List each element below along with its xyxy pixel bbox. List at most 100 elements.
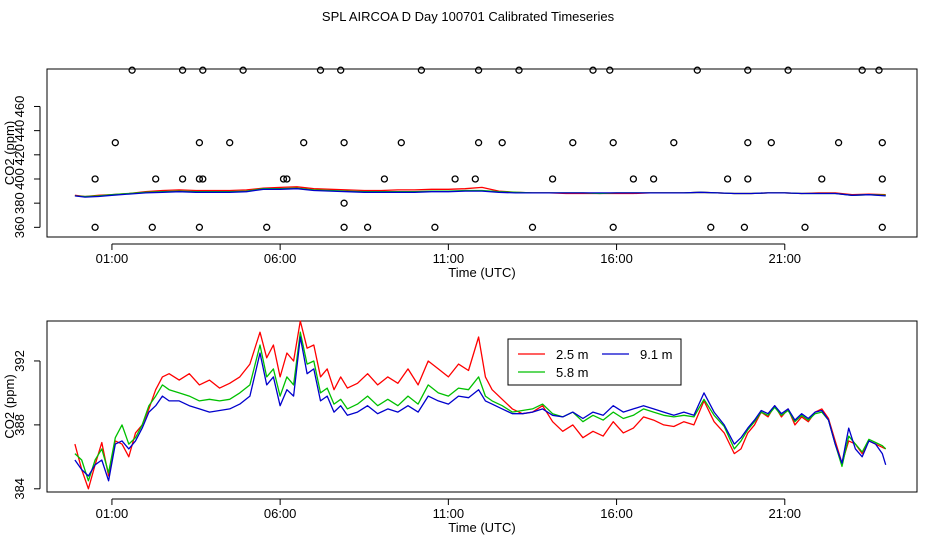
data-point [178, 175, 187, 183]
data-point [878, 175, 886, 183]
series-line-9.1m [74, 336, 887, 482]
y-tick-label: 392 [12, 350, 27, 372]
y-axis-label: CO2 (ppm) [2, 121, 17, 185]
data-point [858, 66, 866, 74]
y-tick-label: 384 [12, 478, 27, 500]
data-point [239, 66, 247, 74]
data-point [548, 175, 557, 183]
x-axis-label: Time (UTC) [448, 520, 515, 535]
y-tick-label: 440 [12, 120, 27, 142]
data-point [875, 66, 883, 74]
top-panel: 01:00 06:00 11:00 16:00 21:00 Time (UTC) 360 38… [2, 66, 918, 280]
data-point [279, 175, 288, 183]
data-point [195, 175, 204, 183]
y-axis-label: CO2 (ppm) [2, 374, 17, 438]
y-tick-label: 388 [12, 414, 27, 436]
x-tick-label: 21:00 [769, 506, 802, 521]
data-point [744, 66, 752, 74]
data-point [767, 139, 775, 147]
data-point [784, 66, 792, 74]
x-tick-label: 16:00 [600, 506, 633, 521]
y-tick-label: 420 [12, 144, 27, 166]
data-point [693, 66, 701, 74]
data-point [878, 139, 886, 147]
data-point [195, 139, 204, 147]
data-point [128, 66, 136, 74]
data-point [606, 66, 614, 74]
plot-frame [46, 320, 918, 493]
y-tick-label: 400 [12, 168, 27, 190]
data-point [723, 175, 732, 183]
data-point [340, 223, 348, 231]
data-point [609, 223, 617, 231]
data-point [431, 223, 439, 231]
series-line-9.1m [74, 188, 886, 198]
data-point [199, 66, 207, 74]
y-tick-label: 380 [12, 192, 27, 214]
data-point [152, 175, 160, 183]
x-tick-label: 11:00 [433, 251, 465, 266]
data-point [91, 223, 99, 231]
series-line-5.8m [74, 331, 887, 482]
legend-label-2.5m: 2.5 m [556, 347, 589, 362]
data-point [801, 223, 809, 231]
data-point [744, 139, 752, 147]
data-point [363, 223, 372, 231]
data-point [195, 223, 204, 231]
data-point [629, 175, 638, 183]
y-tick-label: 460 [12, 96, 27, 118]
data-point [609, 139, 617, 147]
x-tick-label: 21:00 [769, 251, 802, 266]
data-point [740, 223, 749, 231]
data-point [649, 175, 658, 183]
data-point [471, 175, 479, 183]
data-point [528, 223, 537, 231]
data-point [380, 175, 389, 183]
data-point [744, 175, 752, 183]
legend-label-9.1m: 9.1 m [640, 347, 673, 362]
data-point [283, 175, 291, 183]
chart-title: SPL AIRCOA D Day 100701 Calibrated Times… [322, 9, 615, 24]
x-tick-label: 06:00 [264, 506, 297, 521]
data-point [417, 66, 426, 74]
data-point [111, 139, 119, 147]
x-tick-label: 16:00 [600, 251, 633, 266]
data-point [498, 139, 506, 147]
plot-frame [46, 68, 918, 238]
data-point [199, 175, 207, 183]
data-point [515, 66, 523, 74]
data-point [340, 139, 348, 147]
series-line-2.5m [74, 320, 886, 490]
bottom-panel: 01:00 06:00 11:00 16:00 21:00 Time (UTC) 384 38… [2, 320, 918, 535]
data-point [834, 139, 843, 147]
data-point [337, 66, 345, 74]
data-point [670, 139, 678, 147]
data-point [589, 66, 597, 74]
legend: 2.5 m 9.1 m 5.8 m [507, 338, 682, 386]
data-point [316, 66, 325, 74]
data-point [226, 139, 234, 147]
data-point [340, 199, 348, 207]
data-point [263, 223, 271, 231]
data-point [397, 139, 405, 147]
data-point [569, 139, 577, 147]
data-point [91, 175, 99, 183]
x-axis-label: Time (UTC) [448, 265, 515, 280]
x-tick-label: 01:00 [96, 251, 129, 266]
x-tick-label: 01:00 [96, 506, 129, 521]
data-point [178, 66, 187, 74]
x-tick-label: 06:00 [264, 251, 297, 266]
y-tick-label: 360 [12, 216, 27, 238]
data-point [818, 175, 826, 183]
legend-box [507, 338, 682, 386]
legend-label-5.8m: 5.8 m [556, 365, 589, 380]
data-point [474, 139, 483, 147]
data-point [707, 223, 715, 231]
data-point [148, 223, 156, 231]
data-point [451, 175, 459, 183]
x-tick-label: 11:00 [433, 506, 465, 521]
data-point [300, 139, 308, 147]
data-point [878, 223, 886, 231]
data-point [474, 66, 483, 74]
